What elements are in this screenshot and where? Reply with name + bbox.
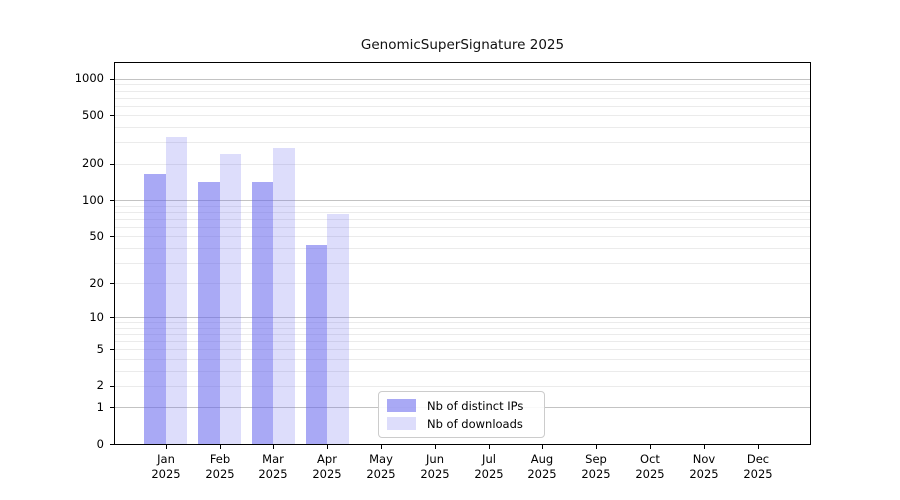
x-tick-label-may: May 2025	[366, 452, 396, 481]
x-tick-mar	[273, 445, 274, 449]
x-tick-label-dec: Dec 2025	[743, 452, 773, 481]
x-tick-nov	[704, 445, 705, 449]
y-tick-10	[110, 317, 114, 318]
x-tick-sep	[596, 445, 597, 449]
gridline-minor-7	[115, 334, 810, 335]
gridline-minor-20	[115, 283, 810, 284]
gridline-minor-30	[115, 263, 810, 264]
bar-downloads-jan	[165, 136, 188, 444]
gridline-minor-300	[115, 142, 810, 143]
gridline-minor-500	[115, 115, 810, 116]
y-tick-label-2: 2	[96, 378, 104, 392]
y-tick-label-50: 50	[89, 229, 104, 243]
x-tick-label-feb: Feb 2025	[205, 452, 235, 481]
gridline-minor-5	[115, 349, 810, 350]
legend-label-distinct-ips: Nb of distinct IPs	[427, 398, 524, 413]
x-tick-feb	[220, 445, 221, 449]
y-tick-200	[110, 164, 114, 165]
gridline-minor-6	[115, 341, 810, 342]
legend-item-downloads: Nb of downloads	[387, 416, 536, 431]
y-tick-5	[110, 349, 114, 350]
y-tick-label-0: 0	[96, 437, 104, 451]
gridline-major-10	[115, 317, 810, 318]
gridline-minor-60	[115, 227, 810, 228]
gridline-minor-4	[115, 359, 810, 360]
y-tick-label-10: 10	[89, 310, 104, 324]
gridline-minor-80	[115, 212, 810, 213]
gridline-minor-70	[115, 219, 810, 220]
x-tick-label-sep: Sep 2025	[581, 452, 611, 481]
legend-swatch-distinct-ips	[387, 399, 416, 412]
gridline-minor-40	[115, 248, 810, 249]
y-tick-label-200: 200	[82, 156, 104, 170]
x-tick-label-aug: Aug 2025	[527, 452, 557, 481]
x-tick-label-jul: Jul 2025	[474, 452, 504, 481]
gridline-minor-3	[115, 371, 810, 372]
bar-distinct-ips-feb	[198, 182, 220, 444]
y-tick-label-500: 500	[82, 108, 104, 122]
gridline-minor-400	[115, 127, 810, 128]
x-tick-label-mar: Mar 2025	[258, 452, 288, 481]
bar-downloads-mar	[273, 148, 295, 444]
x-tick-label-oct: Oct 2025	[635, 452, 665, 481]
x-tick-label-jun: Jun 2025	[420, 452, 450, 481]
bar-distinct-ips-mar	[251, 182, 274, 444]
y-tick-500	[110, 115, 114, 116]
x-tick-label-jan: Jan 2025	[151, 452, 181, 481]
gridline-minor-700	[115, 98, 810, 99]
bar-downloads-feb	[219, 154, 242, 444]
gridline-minor-9	[115, 322, 810, 323]
x-tick-may	[381, 445, 382, 449]
bar-distinct-ips-apr	[305, 245, 328, 444]
y-tick-20	[110, 283, 114, 284]
y-tick-50	[110, 236, 114, 237]
gridline-minor-90	[115, 206, 810, 207]
x-tick-jan	[166, 445, 167, 449]
legend-swatch-downloads	[387, 417, 416, 430]
legend: Nb of distinct IPs Nb of downloads	[378, 391, 545, 438]
x-tick-apr	[327, 445, 328, 449]
chart-title: GenomicSuperSignature 2025	[360, 37, 565, 53]
x-tick-oct	[650, 445, 651, 449]
x-tick-jun	[435, 445, 436, 449]
x-tick-dec	[758, 445, 759, 449]
y-tick-label-1000: 1000	[74, 71, 104, 85]
gridline-major-1000	[115, 79, 810, 80]
legend-item-distinct-ips: Nb of distinct IPs	[387, 398, 536, 413]
x-tick-aug	[542, 445, 543, 449]
gridline-minor-900	[115, 84, 810, 85]
y-tick-0	[110, 444, 114, 445]
plot-area	[114, 62, 811, 445]
legend-label-downloads: Nb of downloads	[427, 416, 523, 431]
gridline-minor-800	[115, 91, 810, 92]
y-tick-label-20: 20	[89, 276, 104, 290]
y-tick-100	[110, 200, 114, 201]
x-tick-label-nov: Nov 2025	[689, 452, 719, 481]
bar-downloads-apr	[327, 214, 349, 444]
y-tick-1	[110, 407, 114, 408]
gridline-minor-200	[115, 164, 810, 165]
x-tick-label-apr: Apr 2025	[312, 452, 342, 481]
y-tick-label-1: 1	[96, 400, 104, 414]
x-tick-jul	[489, 445, 490, 449]
gridline-minor-600	[115, 106, 810, 107]
gridline-minor-8	[115, 328, 810, 329]
y-tick-label-100: 100	[82, 193, 104, 207]
y-tick-1000	[110, 79, 114, 80]
gridline-minor-50	[115, 236, 810, 237]
y-tick-2	[110, 386, 114, 387]
bar-distinct-ips-jan	[144, 173, 166, 444]
y-tick-label-5: 5	[96, 342, 104, 356]
gridline-minor-2	[115, 386, 810, 387]
gridline-major-100	[115, 200, 810, 201]
